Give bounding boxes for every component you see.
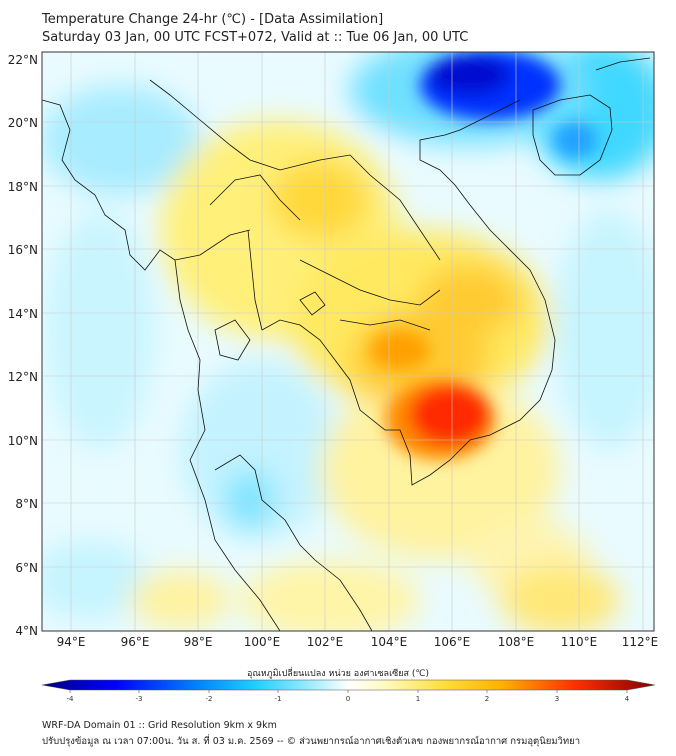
colorbar-tick-label: 4 [625, 695, 630, 703]
colorbar-tick-label: -1 [275, 695, 282, 703]
map-subtitle: Saturday 03 Jan, 00 UTC FCST+072, Valid … [42, 30, 469, 45]
lat-label: 12°N [8, 370, 38, 384]
lon-label: 108°E [498, 635, 535, 649]
graticule [42, 52, 654, 631]
plot-frame [41, 51, 655, 632]
lon-label: 110°E [561, 635, 598, 649]
lat-label: 10°N [8, 434, 38, 448]
footer-credit: ปรับปรุงข้อมูล ณ เวลา 07:00น. วัน ส. ที่… [42, 736, 581, 747]
colorbar-tick-label: -3 [136, 695, 143, 703]
colorbar-ticks [69, 690, 628, 693]
colorbar: -4 -3 -2 -1 0 1 2 3 4 [41, 679, 656, 703]
colorbar-tick-label: 2 [485, 695, 489, 703]
colorbar-tick-label: -2 [206, 695, 213, 703]
lon-label: 100°E [244, 635, 281, 649]
colorbar-bar [41, 679, 656, 691]
colorbar-tick-label: 0 [346, 695, 350, 703]
lat-label: 14°N [8, 307, 38, 321]
lon-label: 94°E [57, 635, 86, 649]
map-title: Temperature Change 24-hr (℃) - [Data Ass… [42, 12, 384, 27]
colorbar-tick-label: -4 [67, 695, 75, 703]
colorbar-tick-label: 1 [416, 695, 420, 703]
temperature-field [42, 52, 654, 631]
lon-label: 98°E [184, 635, 213, 649]
colorbar-label: อุณหภูมิเปลี่ยนแปลง หน่วย องศาเซลเซียส (… [246, 669, 430, 679]
lat-label: 18°N [8, 180, 38, 194]
lon-label: 112°E [622, 635, 659, 649]
lon-label: 104°E [371, 635, 408, 649]
longitude-labels: 94°E 96°E 98°E 100°E 102°E 104°E 106°E 1… [57, 635, 659, 649]
lat-label: 22°N [8, 53, 38, 67]
lon-label: 102°E [307, 635, 344, 649]
lat-label: 8°N [15, 497, 38, 511]
coastlines [42, 57, 651, 631]
colorbar-tick-label: 3 [555, 695, 559, 703]
footer-model-info: WRF-DA Domain 01 :: Grid Resolution 9km … [42, 720, 277, 731]
lat-label: 6°N [15, 561, 38, 575]
lat-label: 16°N [8, 243, 38, 257]
lon-label: 96°E [121, 635, 150, 649]
lat-label: 20°N [8, 116, 38, 130]
latitude-labels: 22°N 20°N 18°N 16°N 14°N 12°N 10°N 8°N 6… [8, 53, 38, 638]
lon-label: 106°E [434, 635, 471, 649]
lat-label: 4°N [15, 624, 38, 638]
